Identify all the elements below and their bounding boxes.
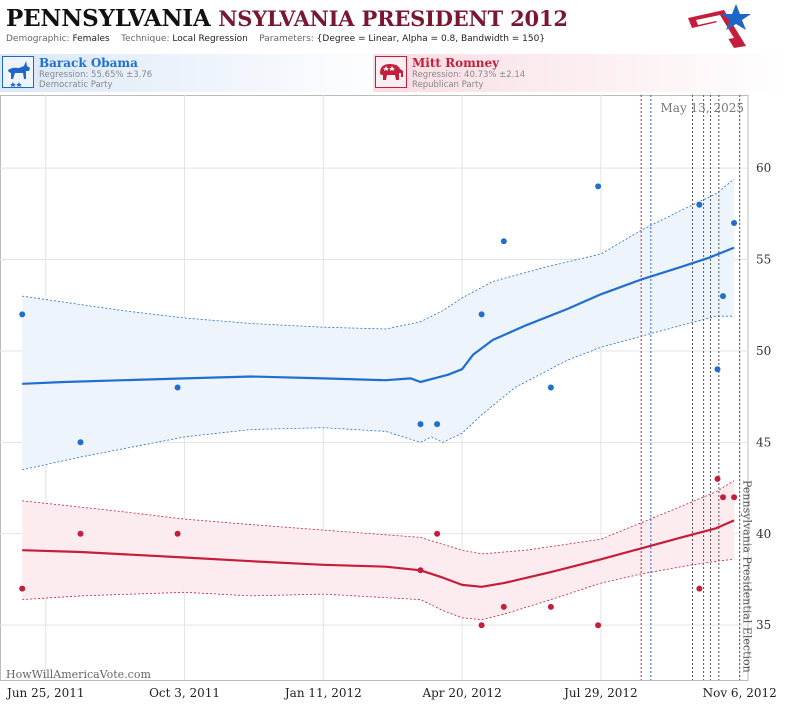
poll-point bbox=[720, 494, 726, 501]
poll-point bbox=[696, 201, 703, 208]
poll-point bbox=[595, 183, 602, 190]
parameters-value: {Degree = Linear, Alpha = 0.8, Bandwidth… bbox=[316, 34, 546, 44]
date-label: May 13, 2025 bbox=[661, 101, 744, 115]
elephant-icon bbox=[375, 56, 407, 88]
poll-point bbox=[731, 220, 738, 226]
page-title: PENNSYLVANIA NSYLVANIA PRESIDENT 2012 bbox=[6, 5, 568, 32]
band-lower-line bbox=[22, 315, 735, 471]
title-state: PENNSYLVANIA bbox=[6, 5, 211, 32]
x-tick-label: Jun 25, 2011 bbox=[5, 686, 85, 700]
poll-point bbox=[696, 585, 703, 592]
candidate-name-romney: Mitt Romney bbox=[412, 56, 500, 70]
x-tick-label: Jan 11, 2012 bbox=[283, 686, 362, 700]
x-tick-label: Nov 6, 2012 bbox=[703, 686, 777, 700]
demographic-label: Demographic: bbox=[6, 34, 70, 44]
candidate-details-obama: Regression: 55.65% ±3.76 Democratic Part… bbox=[39, 70, 152, 90]
party-name-romney: Republican Party bbox=[412, 80, 484, 90]
poll-point bbox=[434, 530, 441, 537]
poll-point bbox=[500, 238, 507, 245]
candidate-name-obama: Barack Obama bbox=[39, 56, 138, 70]
poll-point bbox=[417, 567, 424, 574]
confidence-band bbox=[22, 179, 735, 470]
poll-point bbox=[720, 293, 726, 300]
confidence-band bbox=[22, 480, 735, 620]
poll-point bbox=[434, 421, 441, 428]
parameters-label: Parameters: bbox=[259, 34, 314, 44]
y-tick-label: 40 bbox=[756, 527, 771, 541]
parameters-line: Demographic: Females Technique: Local Re… bbox=[6, 34, 545, 44]
regression-value-obama: Regression: 55.65% ±3.76 bbox=[39, 70, 153, 80]
election-label: Pennsylvania Presidential Election bbox=[741, 480, 754, 673]
title-rest: NSYLVANIA PRESIDENT 2012 bbox=[218, 6, 568, 31]
y-tick-label: 35 bbox=[756, 618, 771, 632]
poll-point bbox=[714, 366, 721, 373]
regression-value-romney: Regression: 40.73% ±2.14 bbox=[412, 70, 526, 80]
poll-point bbox=[595, 622, 602, 629]
poll-point bbox=[731, 494, 738, 501]
poll-point bbox=[547, 603, 554, 610]
band-upper-line bbox=[22, 178, 735, 330]
poll-point bbox=[174, 530, 181, 537]
chart-header: PENNSYLVANIA NSYLVANIA PRESIDENT 2012 De… bbox=[0, 0, 789, 52]
candidate-panel-obama: Barack Obama Regression: 55.65% ±3.76 De… bbox=[0, 54, 393, 92]
poll-point bbox=[417, 421, 424, 428]
poll-point bbox=[19, 311, 26, 318]
band-upper-line bbox=[22, 480, 735, 555]
party-name-obama: Democratic Party bbox=[39, 80, 113, 90]
y-tick-label: 55 bbox=[756, 253, 771, 267]
x-tick-label: Jul 29, 2012 bbox=[562, 686, 638, 700]
y-tick-label: 45 bbox=[756, 435, 771, 449]
poll-point bbox=[77, 439, 84, 446]
poll-point bbox=[19, 585, 26, 592]
site-logo bbox=[688, 4, 751, 48]
candidate-details-romney: Regression: 40.73% ±2.14 Republican Part… bbox=[412, 70, 525, 90]
watermark: HowWillAmericaVote.com bbox=[6, 668, 151, 681]
trend-line bbox=[22, 519, 735, 588]
technique-value: Local Regression bbox=[172, 34, 248, 44]
poll-point bbox=[500, 603, 507, 610]
poll-point bbox=[547, 384, 554, 391]
poll-point bbox=[714, 475, 721, 482]
poll-point bbox=[478, 622, 485, 629]
y-tick-label: 50 bbox=[756, 344, 771, 358]
poll-point bbox=[77, 530, 84, 537]
x-tick-label: Apr 20, 2012 bbox=[421, 686, 501, 700]
demographic-value: Females bbox=[72, 34, 110, 44]
y-tick-label: 60 bbox=[756, 161, 771, 175]
poll-point bbox=[478, 311, 485, 318]
trend-line bbox=[22, 246, 735, 385]
x-tick-label: Oct 3, 2011 bbox=[149, 686, 220, 700]
candidate-panel-romney: Mitt Romney Regression: 40.73% ±2.14 Rep… bbox=[373, 54, 789, 92]
donkey-icon bbox=[2, 56, 34, 88]
technique-label: Technique: bbox=[121, 34, 170, 44]
poll-point bbox=[174, 384, 181, 391]
